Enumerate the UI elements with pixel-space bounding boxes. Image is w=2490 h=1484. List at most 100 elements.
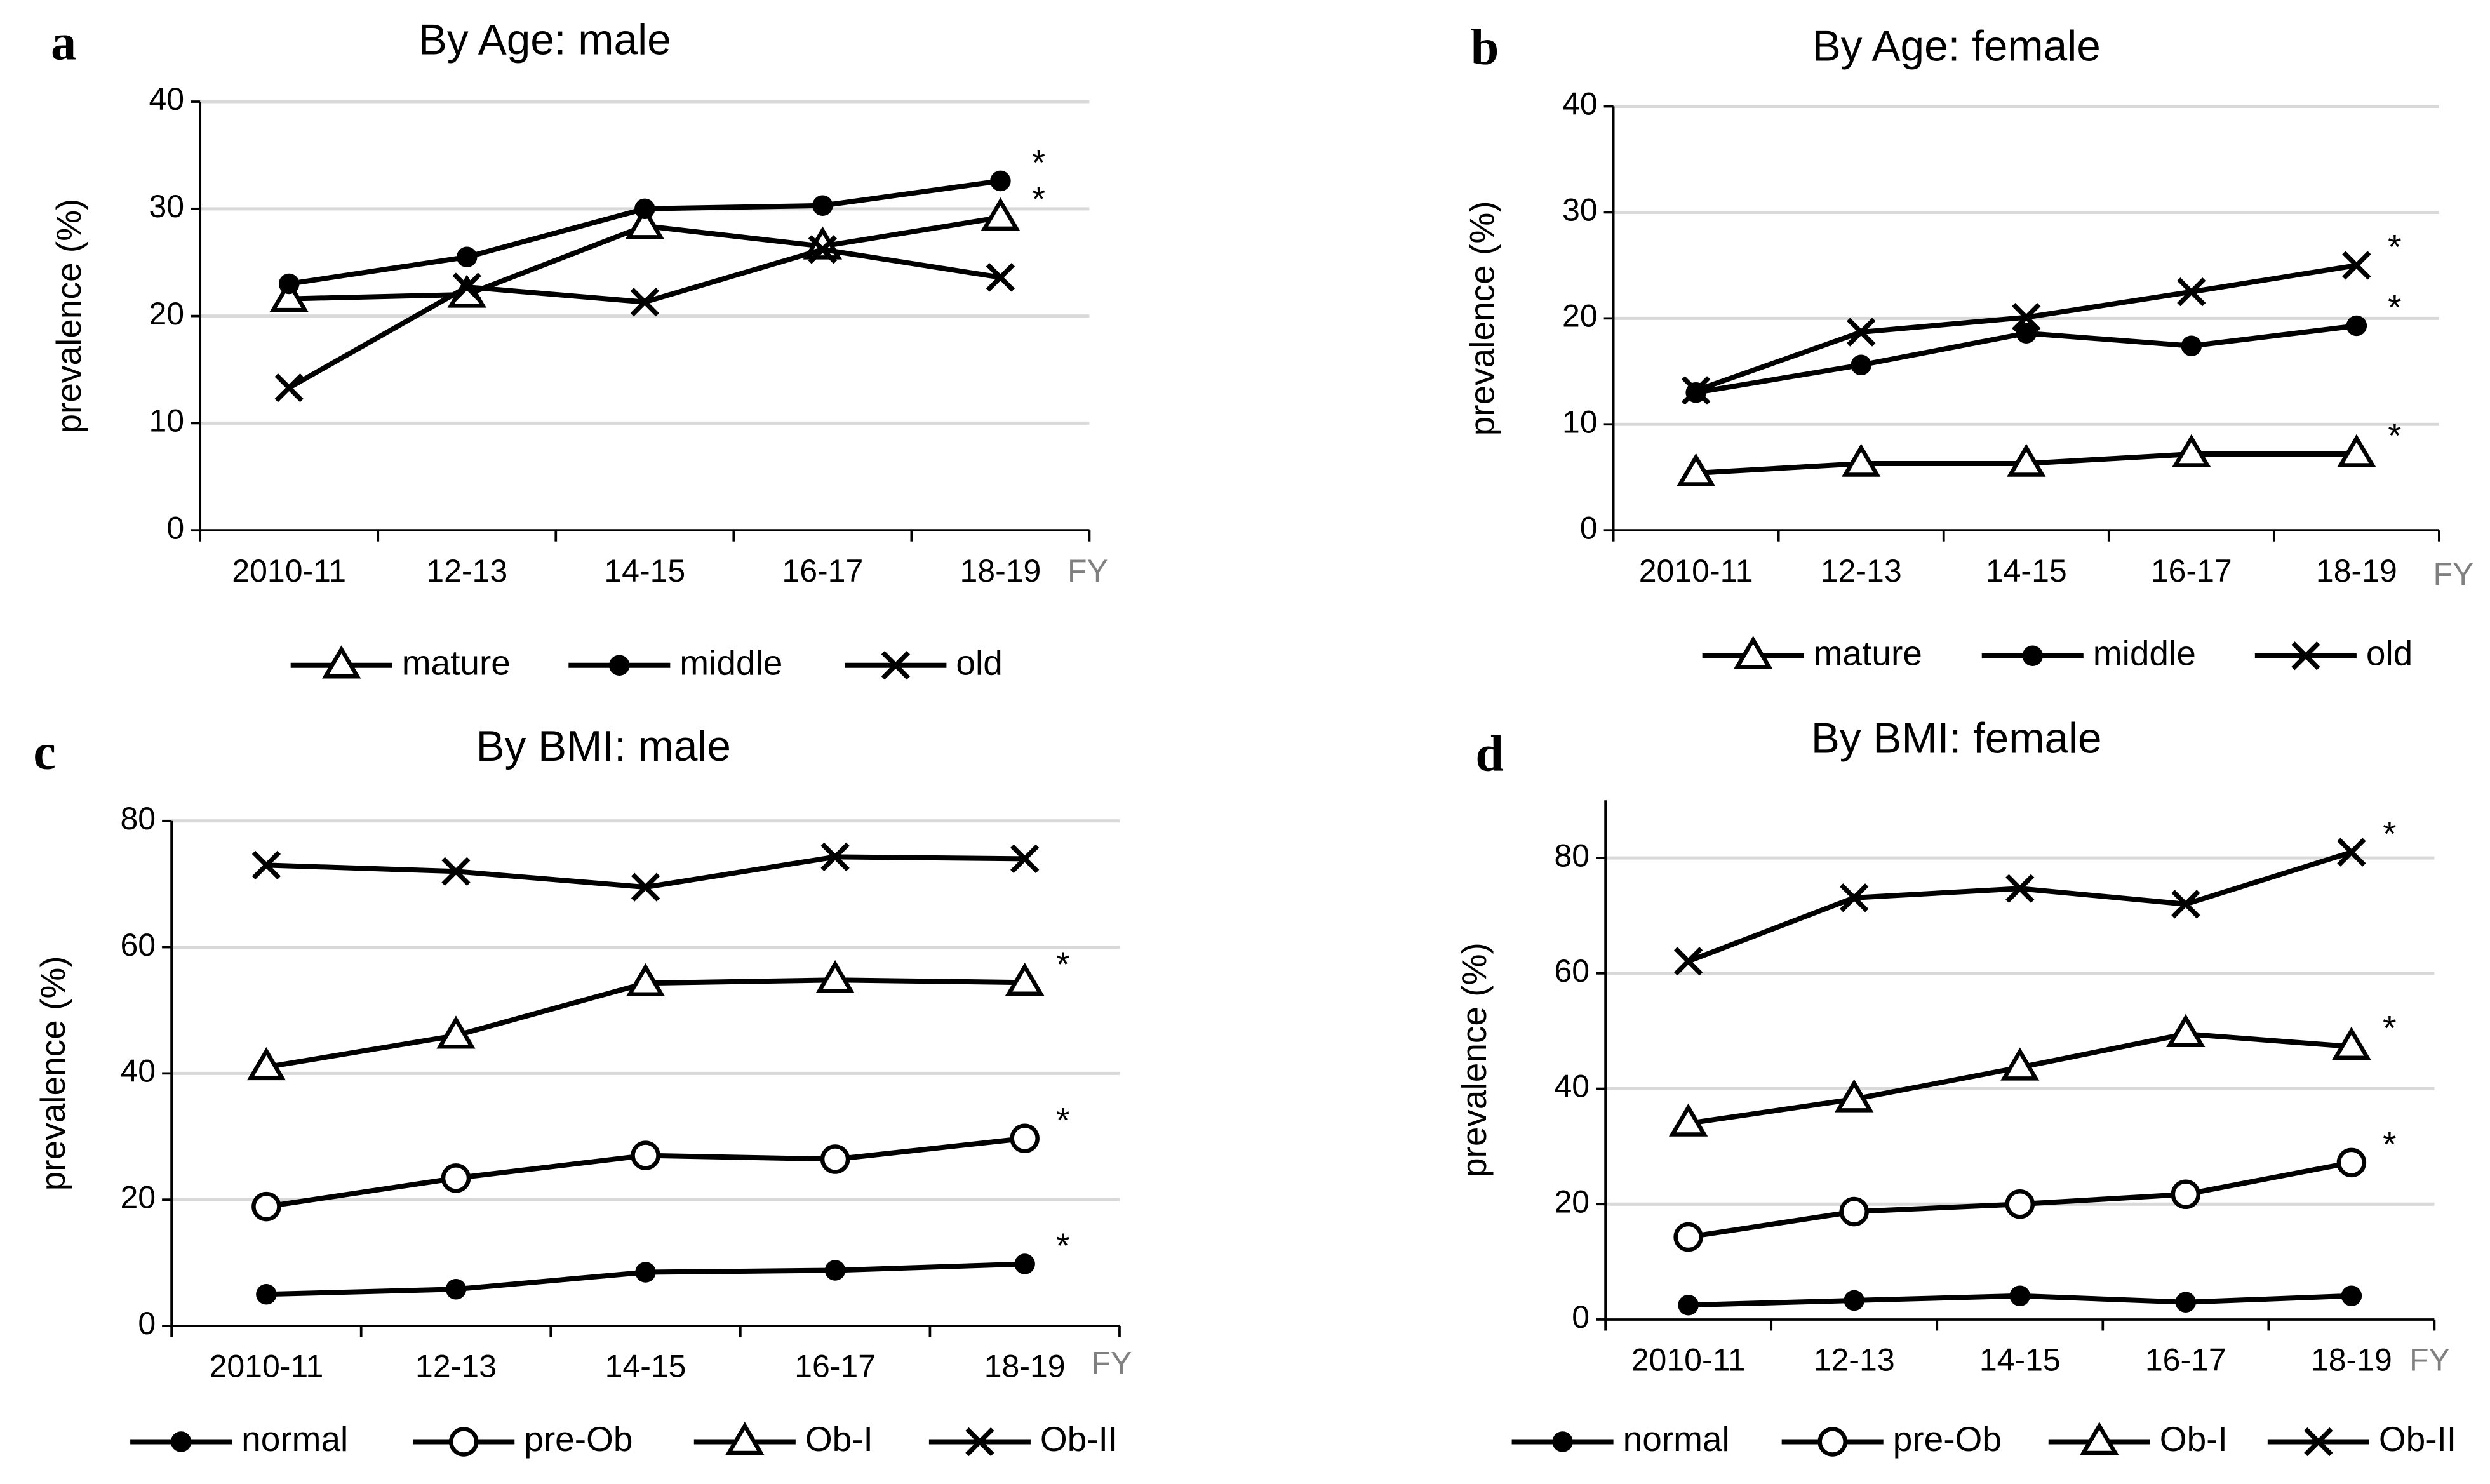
y-tick-label: 20 [121, 1179, 156, 1215]
y-tick-label: 30 [149, 189, 185, 224]
x-axis-unit: FY [2409, 1342, 2450, 1378]
data-point [2175, 1292, 2197, 1313]
y-tick-label: 20 [149, 296, 185, 331]
chart-title: By BMI: female [1811, 715, 2102, 763]
data-point [1010, 844, 1040, 874]
y-tick-label: 0 [166, 510, 184, 545]
legend-label: old [956, 643, 1002, 682]
significance-mark: * [2383, 814, 2396, 853]
y-tick-label: 80 [121, 801, 156, 836]
legend-marker [965, 1427, 994, 1457]
x-tick-label: 18-19 [2311, 1342, 2392, 1378]
legend-label: normal [1623, 1419, 1730, 1459]
data-point [1668, 1103, 1708, 1137]
data-point [981, 197, 1021, 231]
x-tick-label: 16-17 [2151, 553, 2232, 589]
y-tick-label: 80 [1554, 838, 1590, 873]
data-point [1005, 962, 1045, 996]
data-point [2336, 1147, 2367, 1178]
x-tick-label: 16-17 [782, 553, 863, 589]
y-tick-label: 30 [1562, 192, 1598, 228]
data-point [2171, 890, 2200, 919]
y-tick-label: 60 [1554, 953, 1590, 989]
x-tick-label: 14-15 [1986, 553, 2067, 589]
significance-mark: * [1032, 142, 1045, 182]
data-point [1842, 443, 1881, 477]
data-point [456, 246, 478, 268]
data-point [1014, 1253, 1035, 1274]
legend-marker [1817, 1427, 1847, 1457]
data-point [441, 857, 471, 886]
significance-mark: * [1032, 179, 1045, 218]
significance-mark: * [2388, 416, 2401, 455]
significance-mark: * [1056, 1100, 1069, 1139]
x-axis-unit: FY [1092, 1346, 1132, 1381]
data-point [631, 1140, 660, 1170]
data-point [2012, 303, 2041, 332]
legend-label: Ob-I [805, 1419, 873, 1459]
legend-marker [725, 1422, 765, 1455]
legend-label: normal [241, 1419, 348, 1459]
y-tick-label: 40 [149, 81, 185, 117]
significance-mark: * [2388, 227, 2401, 266]
y-axis-label: prevalence (%) [49, 199, 88, 434]
significance-mark: * [1056, 1226, 1069, 1265]
y-tick-label: 40 [121, 1053, 156, 1089]
y-axis-label: prevalence (%) [1454, 942, 1494, 1177]
y-tick-label: 0 [1580, 510, 1598, 545]
x-tick-label: 14-15 [605, 1349, 686, 1384]
data-point [278, 273, 300, 295]
x-tick-label: 2010-11 [232, 553, 346, 589]
data-point [1847, 318, 1876, 347]
data-point [1673, 1222, 1703, 1252]
significance-mark: * [2383, 1008, 2396, 1048]
series-line [1687, 850, 2353, 964]
legend-label: middle [2093, 633, 2196, 672]
legend-marker [609, 655, 630, 676]
y-tick-label: 40 [1554, 1069, 1590, 1104]
data-point [1010, 1123, 1040, 1153]
legend-marker [322, 645, 361, 679]
data-point [2181, 335, 2202, 357]
data-point [1851, 354, 1871, 376]
x-tick-label: 2010-11 [1631, 1342, 1746, 1378]
x-axis-unit: FY [2433, 556, 2473, 592]
data-point [2177, 277, 2206, 307]
data-point [251, 850, 281, 880]
data-point [2005, 874, 2035, 903]
data-point [2346, 315, 2367, 337]
x-tick-label: 18-19 [960, 553, 1041, 589]
significance-mark: * [2388, 288, 2401, 327]
significance-mark: * [2383, 1124, 2396, 1163]
legend-label: pre-Ob [1893, 1419, 2002, 1459]
legend-marker [1552, 1431, 1573, 1452]
data-point [626, 963, 666, 996]
legend-marker [1733, 636, 1773, 669]
data-point [452, 272, 481, 302]
panel-label: c [33, 725, 56, 780]
data-point [2172, 434, 2211, 467]
data-point [820, 1144, 850, 1174]
data-point [990, 170, 1011, 192]
x-tick-label: 16-17 [794, 1349, 876, 1384]
legend-label: middle [679, 643, 782, 682]
y-tick-label: 60 [121, 927, 156, 963]
x-tick-label: 14-15 [604, 553, 685, 589]
data-point [2171, 1179, 2201, 1210]
y-tick-label: 10 [1562, 404, 1598, 439]
data-point [269, 279, 309, 312]
chart-title: By Age: female [1812, 22, 2101, 70]
data-point [1844, 1290, 1864, 1311]
data-point [986, 263, 1015, 292]
data-point [441, 1163, 471, 1193]
legend-marker [448, 1427, 479, 1457]
legend-label: Ob-II [1040, 1419, 1118, 1459]
data-point [634, 198, 655, 220]
panel-label: a [51, 15, 76, 70]
legend-label: mature [1814, 633, 1922, 672]
data-point [2341, 1285, 2362, 1306]
y-axis-label: prevalence (%) [1463, 201, 1502, 436]
legend-marker [2304, 1427, 2333, 1457]
data-point [2016, 323, 2037, 344]
